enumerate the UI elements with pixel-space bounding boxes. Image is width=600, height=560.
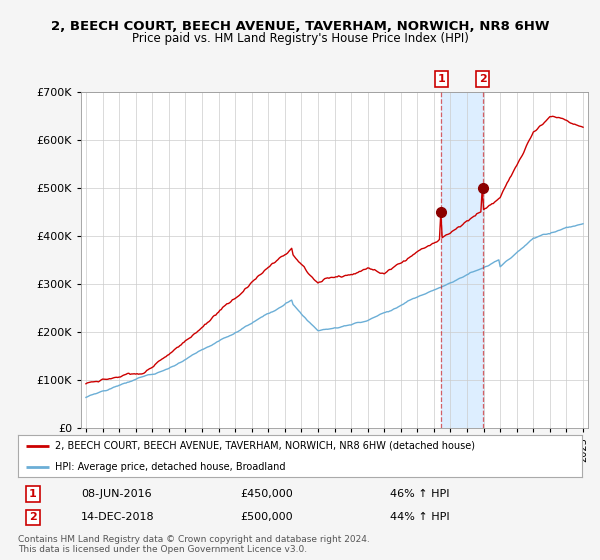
Bar (441, 92, 483, 428)
Text: Contains HM Land Registry data © Crown copyright and database right 2024.
This d: Contains HM Land Registry data © Crown c… (18, 535, 370, 554)
Text: 08-JUN-2016: 08-JUN-2016 (81, 489, 152, 499)
Text: 14-DEC-2018: 14-DEC-2018 (81, 512, 155, 522)
Text: Price paid vs. HM Land Registry's House Price Index (HPI): Price paid vs. HM Land Registry's House … (131, 32, 469, 45)
Text: 44% ↑ HPI: 44% ↑ HPI (390, 512, 449, 522)
Text: 2, BEECH COURT, BEECH AVENUE, TAVERHAM, NORWICH, NR8 6HW (detached house): 2, BEECH COURT, BEECH AVENUE, TAVERHAM, … (55, 441, 475, 451)
Text: HPI: Average price, detached house, Broadland: HPI: Average price, detached house, Broa… (55, 461, 285, 472)
Text: 1: 1 (29, 489, 37, 499)
Text: £500,000: £500,000 (240, 512, 293, 522)
Text: £450,000: £450,000 (240, 489, 293, 499)
Text: 1: 1 (437, 74, 445, 84)
Text: 2, BEECH COURT, BEECH AVENUE, TAVERHAM, NORWICH, NR8 6HW: 2, BEECH COURT, BEECH AVENUE, TAVERHAM, … (51, 20, 549, 32)
Text: 46% ↑ HPI: 46% ↑ HPI (390, 489, 449, 499)
Text: 2: 2 (479, 74, 487, 84)
Text: 2: 2 (29, 512, 37, 522)
